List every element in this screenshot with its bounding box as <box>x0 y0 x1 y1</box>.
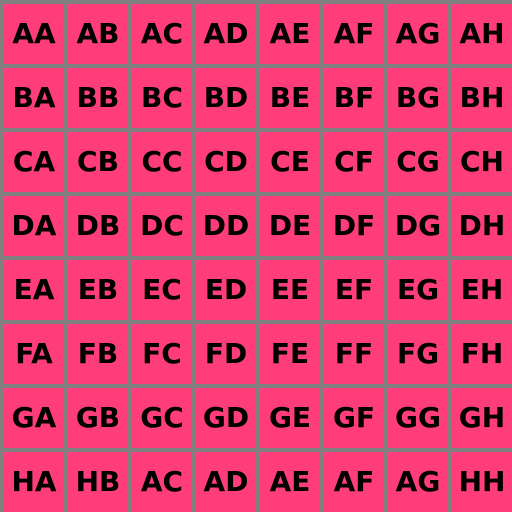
grid-cell[interactable]: EG <box>388 260 448 320</box>
grid-cell[interactable]: GE <box>260 388 320 448</box>
grid-cell[interactable]: BC <box>132 68 192 128</box>
grid-cell[interactable]: GB <box>68 388 128 448</box>
grid-cell[interactable]: EE <box>260 260 320 320</box>
grid-cell[interactable]: GA <box>4 388 64 448</box>
grid-cell[interactable]: DA <box>4 196 64 256</box>
grid-cell[interactable]: DD <box>196 196 256 256</box>
grid-cell[interactable]: AE <box>260 452 320 512</box>
grid-cell[interactable]: CF <box>324 132 384 192</box>
grid-cell[interactable]: FF <box>324 324 384 384</box>
grid-cell[interactable]: FH <box>452 324 512 384</box>
grid-cell[interactable]: CA <box>4 132 64 192</box>
grid-cell[interactable]: FG <box>388 324 448 384</box>
grid-cell[interactable]: FA <box>4 324 64 384</box>
grid-cell[interactable]: GF <box>324 388 384 448</box>
grid-cell[interactable]: FD <box>196 324 256 384</box>
grid-cell[interactable]: AH <box>452 4 512 64</box>
grid-cell[interactable]: DB <box>68 196 128 256</box>
grid-cell[interactable]: CD <box>196 132 256 192</box>
grid-cell[interactable]: HA <box>4 452 64 512</box>
grid-cell[interactable]: AB <box>68 4 128 64</box>
grid-cell[interactable]: BH <box>452 68 512 128</box>
grid-cell[interactable]: AE <box>260 4 320 64</box>
grid-cell[interactable]: AD <box>196 452 256 512</box>
grid-cell[interactable]: CE <box>260 132 320 192</box>
grid-cell[interactable]: GH <box>452 388 512 448</box>
grid-cell[interactable]: DE <box>260 196 320 256</box>
grid-cell[interactable]: DH <box>452 196 512 256</box>
grid-cell[interactable]: BA <box>4 68 64 128</box>
grid-cell[interactable]: AG <box>388 4 448 64</box>
grid-cell[interactable]: DC <box>132 196 192 256</box>
grid-cell[interactable]: HH <box>452 452 512 512</box>
grid-cell[interactable]: AA <box>4 4 64 64</box>
grid-cell[interactable]: CG <box>388 132 448 192</box>
grid-cell[interactable]: AC <box>132 4 192 64</box>
grid-cell[interactable]: HB <box>68 452 128 512</box>
grid-cell[interactable]: EA <box>4 260 64 320</box>
grid-cell[interactable]: FB <box>68 324 128 384</box>
grid-cell[interactable]: BD <box>196 68 256 128</box>
grid-cell[interactable]: FE <box>260 324 320 384</box>
grid-cell[interactable]: CH <box>452 132 512 192</box>
grid-cell[interactable]: GC <box>132 388 192 448</box>
grid-cell[interactable]: GD <box>196 388 256 448</box>
grid-cell[interactable]: AF <box>324 452 384 512</box>
grid-cell[interactable]: AG <box>388 452 448 512</box>
grid-cell[interactable]: CB <box>68 132 128 192</box>
grid-cell[interactable]: EH <box>452 260 512 320</box>
grid-cell[interactable]: BE <box>260 68 320 128</box>
grid-cell[interactable]: FC <box>132 324 192 384</box>
grid-cell[interactable]: ED <box>196 260 256 320</box>
grid-cell[interactable]: GG <box>388 388 448 448</box>
grid-cell[interactable]: AD <box>196 4 256 64</box>
grid-cell[interactable]: CC <box>132 132 192 192</box>
grid-cell[interactable]: AC <box>132 452 192 512</box>
grid-cell[interactable]: AF <box>324 4 384 64</box>
grid-cell[interactable]: EC <box>132 260 192 320</box>
grid-cell[interactable]: DF <box>324 196 384 256</box>
grid-cell[interactable]: BG <box>388 68 448 128</box>
grid-cell[interactable]: DG <box>388 196 448 256</box>
grid-cell[interactable]: BB <box>68 68 128 128</box>
grid-cell[interactable]: EB <box>68 260 128 320</box>
grid-cell[interactable]: EF <box>324 260 384 320</box>
grid-cell[interactable]: BF <box>324 68 384 128</box>
